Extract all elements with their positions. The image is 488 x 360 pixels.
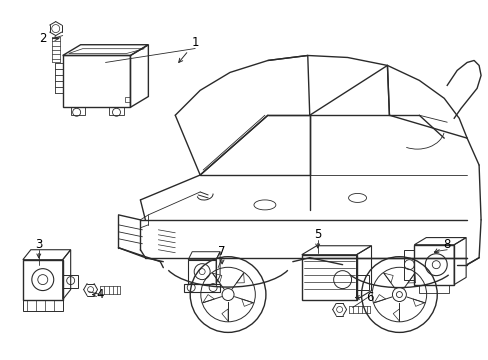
Text: 3: 3 [35,238,42,251]
Text: 7: 7 [218,245,225,258]
Text: 5: 5 [313,228,321,241]
Text: 8: 8 [443,238,450,251]
Text: 4: 4 [97,288,104,301]
Text: 6: 6 [365,291,372,304]
Text: 2: 2 [39,32,46,45]
Text: 1: 1 [191,36,199,49]
